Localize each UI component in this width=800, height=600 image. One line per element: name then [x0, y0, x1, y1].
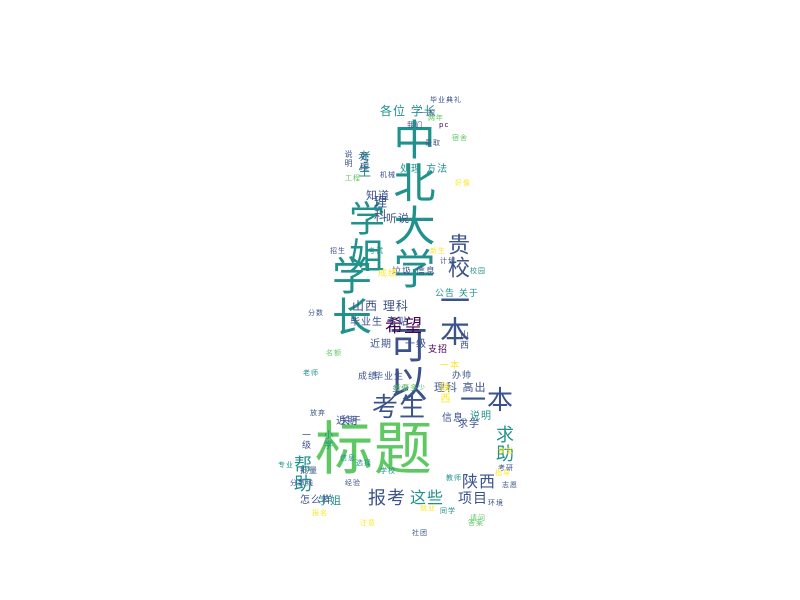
word-cloud-word: 我们: [407, 121, 423, 129]
word-cloud-word: 宿舍: [452, 134, 468, 142]
word-cloud-word: 批量: [300, 466, 318, 475]
word-cloud-word: 工程: [345, 174, 361, 182]
word-cloud-word: 贵校: [444, 233, 469, 279]
word-cloud-word: 听说: [386, 212, 410, 225]
word-cloud-word: 毕业典礼: [430, 96, 462, 104]
word-cloud-word: 一级: [405, 339, 427, 350]
word-cloud-word: 考研: [498, 464, 514, 472]
word-cloud-word: 希望: [385, 316, 423, 337]
word-cloud-word: 各位 学长: [380, 104, 437, 118]
word-cloud-word: 答案: [468, 519, 484, 527]
word-cloud-word: 支招: [428, 345, 449, 355]
word-cloud-word: 项目: [458, 491, 488, 507]
word-cloud-word: 请问: [470, 514, 486, 522]
word-cloud-word: 一本: [460, 386, 515, 416]
word-cloud-word: 近期: [370, 339, 392, 350]
word-cloud-word: 办帅: [452, 371, 473, 381]
word-cloud-word: 就要多少: [394, 384, 426, 392]
word-cloud-word: 招生: [330, 247, 346, 255]
word-cloud-word: 山西 理科: [352, 299, 409, 313]
word-cloud-word: 理科 高出: [434, 381, 487, 394]
word-cloud-word: 学姐: [318, 494, 342, 507]
word-cloud-word: 垃圾 信息: [392, 267, 436, 277]
word-cloud-word: 处理: [358, 152, 368, 172]
word-cloud-word: 报名: [312, 509, 328, 517]
word-cloud-word: 求助: [493, 425, 514, 463]
word-cloud-word: 公告 关于: [435, 289, 479, 299]
word-cloud-word: 帮助: [291, 455, 312, 493]
word-cloud-word: 多少: [392, 384, 410, 393]
word-cloud-word: 一级: [300, 430, 310, 450]
word-cloud-word: 毕业生 专贴: [350, 317, 410, 328]
word-cloud-word: 计划: [440, 257, 456, 265]
word-cloud-word: 经验: [345, 479, 361, 487]
word-cloud-word: 考试: [368, 247, 384, 255]
word-cloud-word: 信息: [442, 413, 464, 424]
word-cloud-word: 校园: [470, 267, 486, 275]
word-cloud-word: 学姐: [343, 200, 384, 274]
word-cloud-word: 信息: [340, 454, 356, 462]
word-cloud-word: 就业: [420, 504, 436, 512]
word-cloud-word: 考生: [355, 150, 370, 178]
word-cloud-word: 关于: [340, 416, 362, 427]
word-cloud-word: 标题: [315, 415, 434, 483]
word-cloud-word: 老师: [303, 369, 319, 377]
word-cloud-word: 成绩: [358, 372, 379, 382]
word-cloud-word: 学长: [325, 255, 371, 337]
word-cloud-word: 分数: [308, 309, 324, 317]
word-cloud-word: 说明: [470, 411, 492, 422]
word-cloud-word: 分数线: [290, 479, 314, 487]
word-cloud-word: 报考: [368, 488, 406, 509]
word-cloud-word: 说明: [344, 150, 353, 168]
word-cloud-word: 环境: [488, 499, 504, 507]
word-cloud-word: 社团: [412, 529, 428, 537]
word-cloud-word: 陕西: [438, 382, 449, 404]
word-cloud-word: 好像: [455, 179, 471, 187]
word-cloud-word: 放弃: [310, 409, 326, 417]
word-cloud-word: 近期: [336, 416, 358, 427]
word-cloud-word: 录取: [425, 139, 441, 147]
word-cloud-word: 一般: [420, 109, 436, 117]
word-cloud-word: 两年: [428, 114, 444, 122]
word-cloud-word: 专业: [278, 461, 294, 469]
word-cloud-word: 毕业生: [374, 372, 405, 382]
word-cloud-word: 怎么样: [300, 495, 333, 506]
word-cloud-word: 教师: [446, 474, 462, 482]
word-cloud-word: 志愿: [502, 481, 518, 489]
word-cloud-word: 一本: [434, 285, 469, 347]
word-cloud-word: 同学: [440, 507, 456, 515]
word-cloud-word: 求学: [458, 419, 480, 430]
word-cloud-word: 指导: [495, 469, 511, 477]
word-cloud-word: 理科: [371, 195, 386, 223]
word-cloud-word: pc: [439, 121, 450, 129]
word-cloud-word: 陕西: [462, 472, 497, 491]
word-cloud-word: 名额: [326, 349, 342, 357]
word-cloud-word: 选择: [356, 459, 372, 467]
word-cloud-word: 中北大学: [387, 118, 436, 290]
word-cloud-word: 这些: [410, 488, 445, 507]
word-cloud-word: 成绩: [378, 269, 399, 279]
word-cloud-word: 可以: [383, 325, 427, 403]
word-cloud-word: 一本: [440, 361, 461, 371]
word-cloud-word: 机械: [380, 171, 396, 179]
word-cloud-word: 食堂: [498, 447, 514, 455]
word-cloud-word: 知道: [366, 189, 390, 202]
word-cloud-word: 学校: [380, 467, 396, 475]
word-cloud-word: 考生: [372, 393, 427, 423]
word-cloud-word: 小学: [322, 430, 332, 450]
word-cloud-word: 注意: [360, 519, 376, 527]
word-cloud-word: 处理 方法: [400, 164, 449, 175]
word-cloud-word: 山西: [458, 330, 468, 350]
word-cloud-word: 新生: [430, 247, 446, 255]
